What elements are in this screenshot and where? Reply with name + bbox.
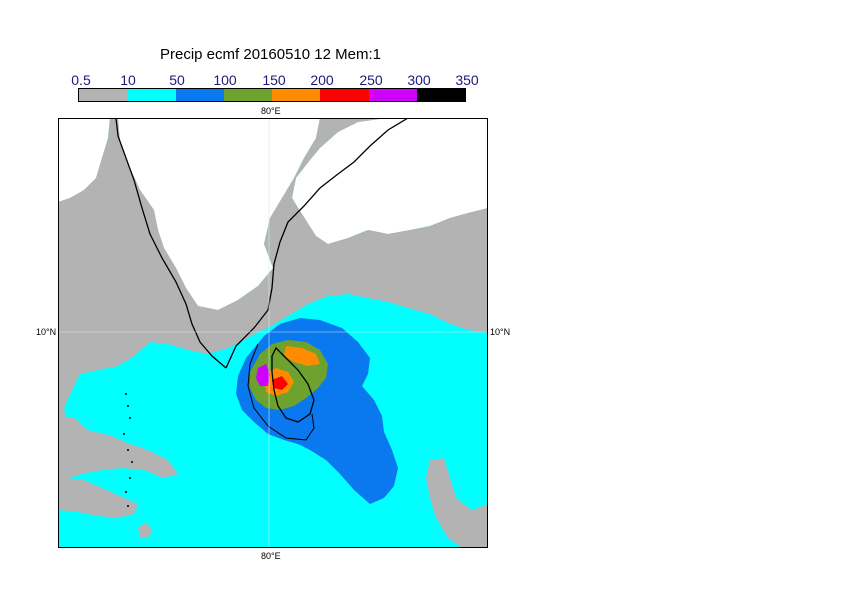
map-frame [58, 118, 488, 548]
storm-track [247, 343, 315, 441]
legend-label: 350 [455, 72, 479, 88]
legend-label: 150 [262, 72, 286, 88]
precip-band-0.5-10 [58, 118, 488, 380]
precip-band-0.5-10 [58, 418, 178, 482]
legend-swatch [272, 89, 321, 101]
legend-swatch [223, 89, 272, 101]
legend-swatch [175, 89, 224, 101]
no-precip-region [118, 118, 320, 310]
precip-band-150-200 [284, 346, 320, 366]
legend-labels: 0.5 10 50 100 150 200 250 300 350 [60, 72, 480, 88]
legend-swatch [79, 89, 128, 101]
no-precip-region [292, 118, 488, 244]
legend-label: 250 [359, 72, 383, 88]
lat-label-right: 10°N [490, 327, 511, 337]
legend-label: 10 [120, 72, 136, 88]
legend-label: 0.5 [71, 72, 91, 88]
legend-swatch [127, 89, 176, 101]
legend-color-bar [78, 88, 466, 102]
legend-label: 300 [407, 72, 431, 88]
legend-label: 100 [213, 72, 237, 88]
precip-band-0.5-10 [426, 458, 488, 548]
lat-label-left: 10°N [36, 327, 57, 337]
island-dots [123, 393, 133, 507]
precip-band-200-250 [272, 376, 288, 390]
legend-swatch [368, 89, 417, 101]
lon-label-bottom: 80°E [261, 551, 281, 561]
lon-label-top: 80°E [261, 106, 281, 116]
legend-swatch [320, 89, 369, 101]
no-precip-region [58, 118, 110, 202]
map-title: Precip ecmf 20160510 12 Mem:1 [160, 46, 381, 63]
legend-swatch [416, 89, 465, 101]
precip-band-0.5-10 [58, 478, 138, 518]
precip-map [58, 118, 488, 548]
coastline-india-east [225, 118, 409, 369]
legend-label: 50 [169, 72, 185, 88]
coastline-sri-lanka [271, 346, 315, 423]
coastline-india-west [115, 118, 227, 369]
precip-band-250-300 [256, 364, 270, 386]
precip-band-0.5-10 [138, 522, 152, 538]
legend-label: 200 [310, 72, 334, 88]
